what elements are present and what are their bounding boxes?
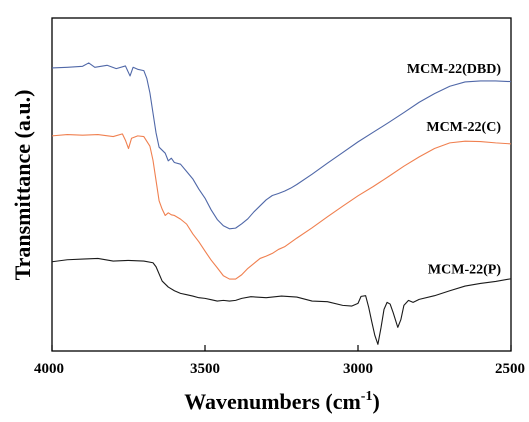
series-labels: MCM-22(DBD) MCM-22(C) MCM-22(P) xyxy=(407,62,501,277)
x-tick-label: 3500 xyxy=(190,361,220,377)
x-ticks: 4000 3500 3000 2500 xyxy=(34,345,525,377)
series-label: MCM-22(P) xyxy=(428,262,501,277)
series-lines xyxy=(51,62,512,345)
series-label: MCM-22(C) xyxy=(426,120,501,135)
x-axis-title-main: Wavenumbers (cm xyxy=(184,389,361,414)
series-label: MCM-22(DBD) xyxy=(407,62,501,77)
x-axis-title: Wavenumbers (cm-1) xyxy=(184,389,380,414)
x-tick-label: 2500 xyxy=(495,361,525,377)
series-line-mcm-22-p xyxy=(51,257,512,345)
x-axis-title-sup: -1 xyxy=(361,389,373,404)
plot-frame xyxy=(51,17,512,352)
x-tick-label: 4000 xyxy=(34,361,64,377)
series-line-mcm-22-dbd xyxy=(51,62,512,230)
x-tick-label: 3000 xyxy=(343,361,373,377)
series-line-mcm-22-c xyxy=(51,133,512,280)
y-axis-title: Transmittance (a.u.) xyxy=(10,90,35,281)
x-axis-title-close: ) xyxy=(372,389,379,414)
